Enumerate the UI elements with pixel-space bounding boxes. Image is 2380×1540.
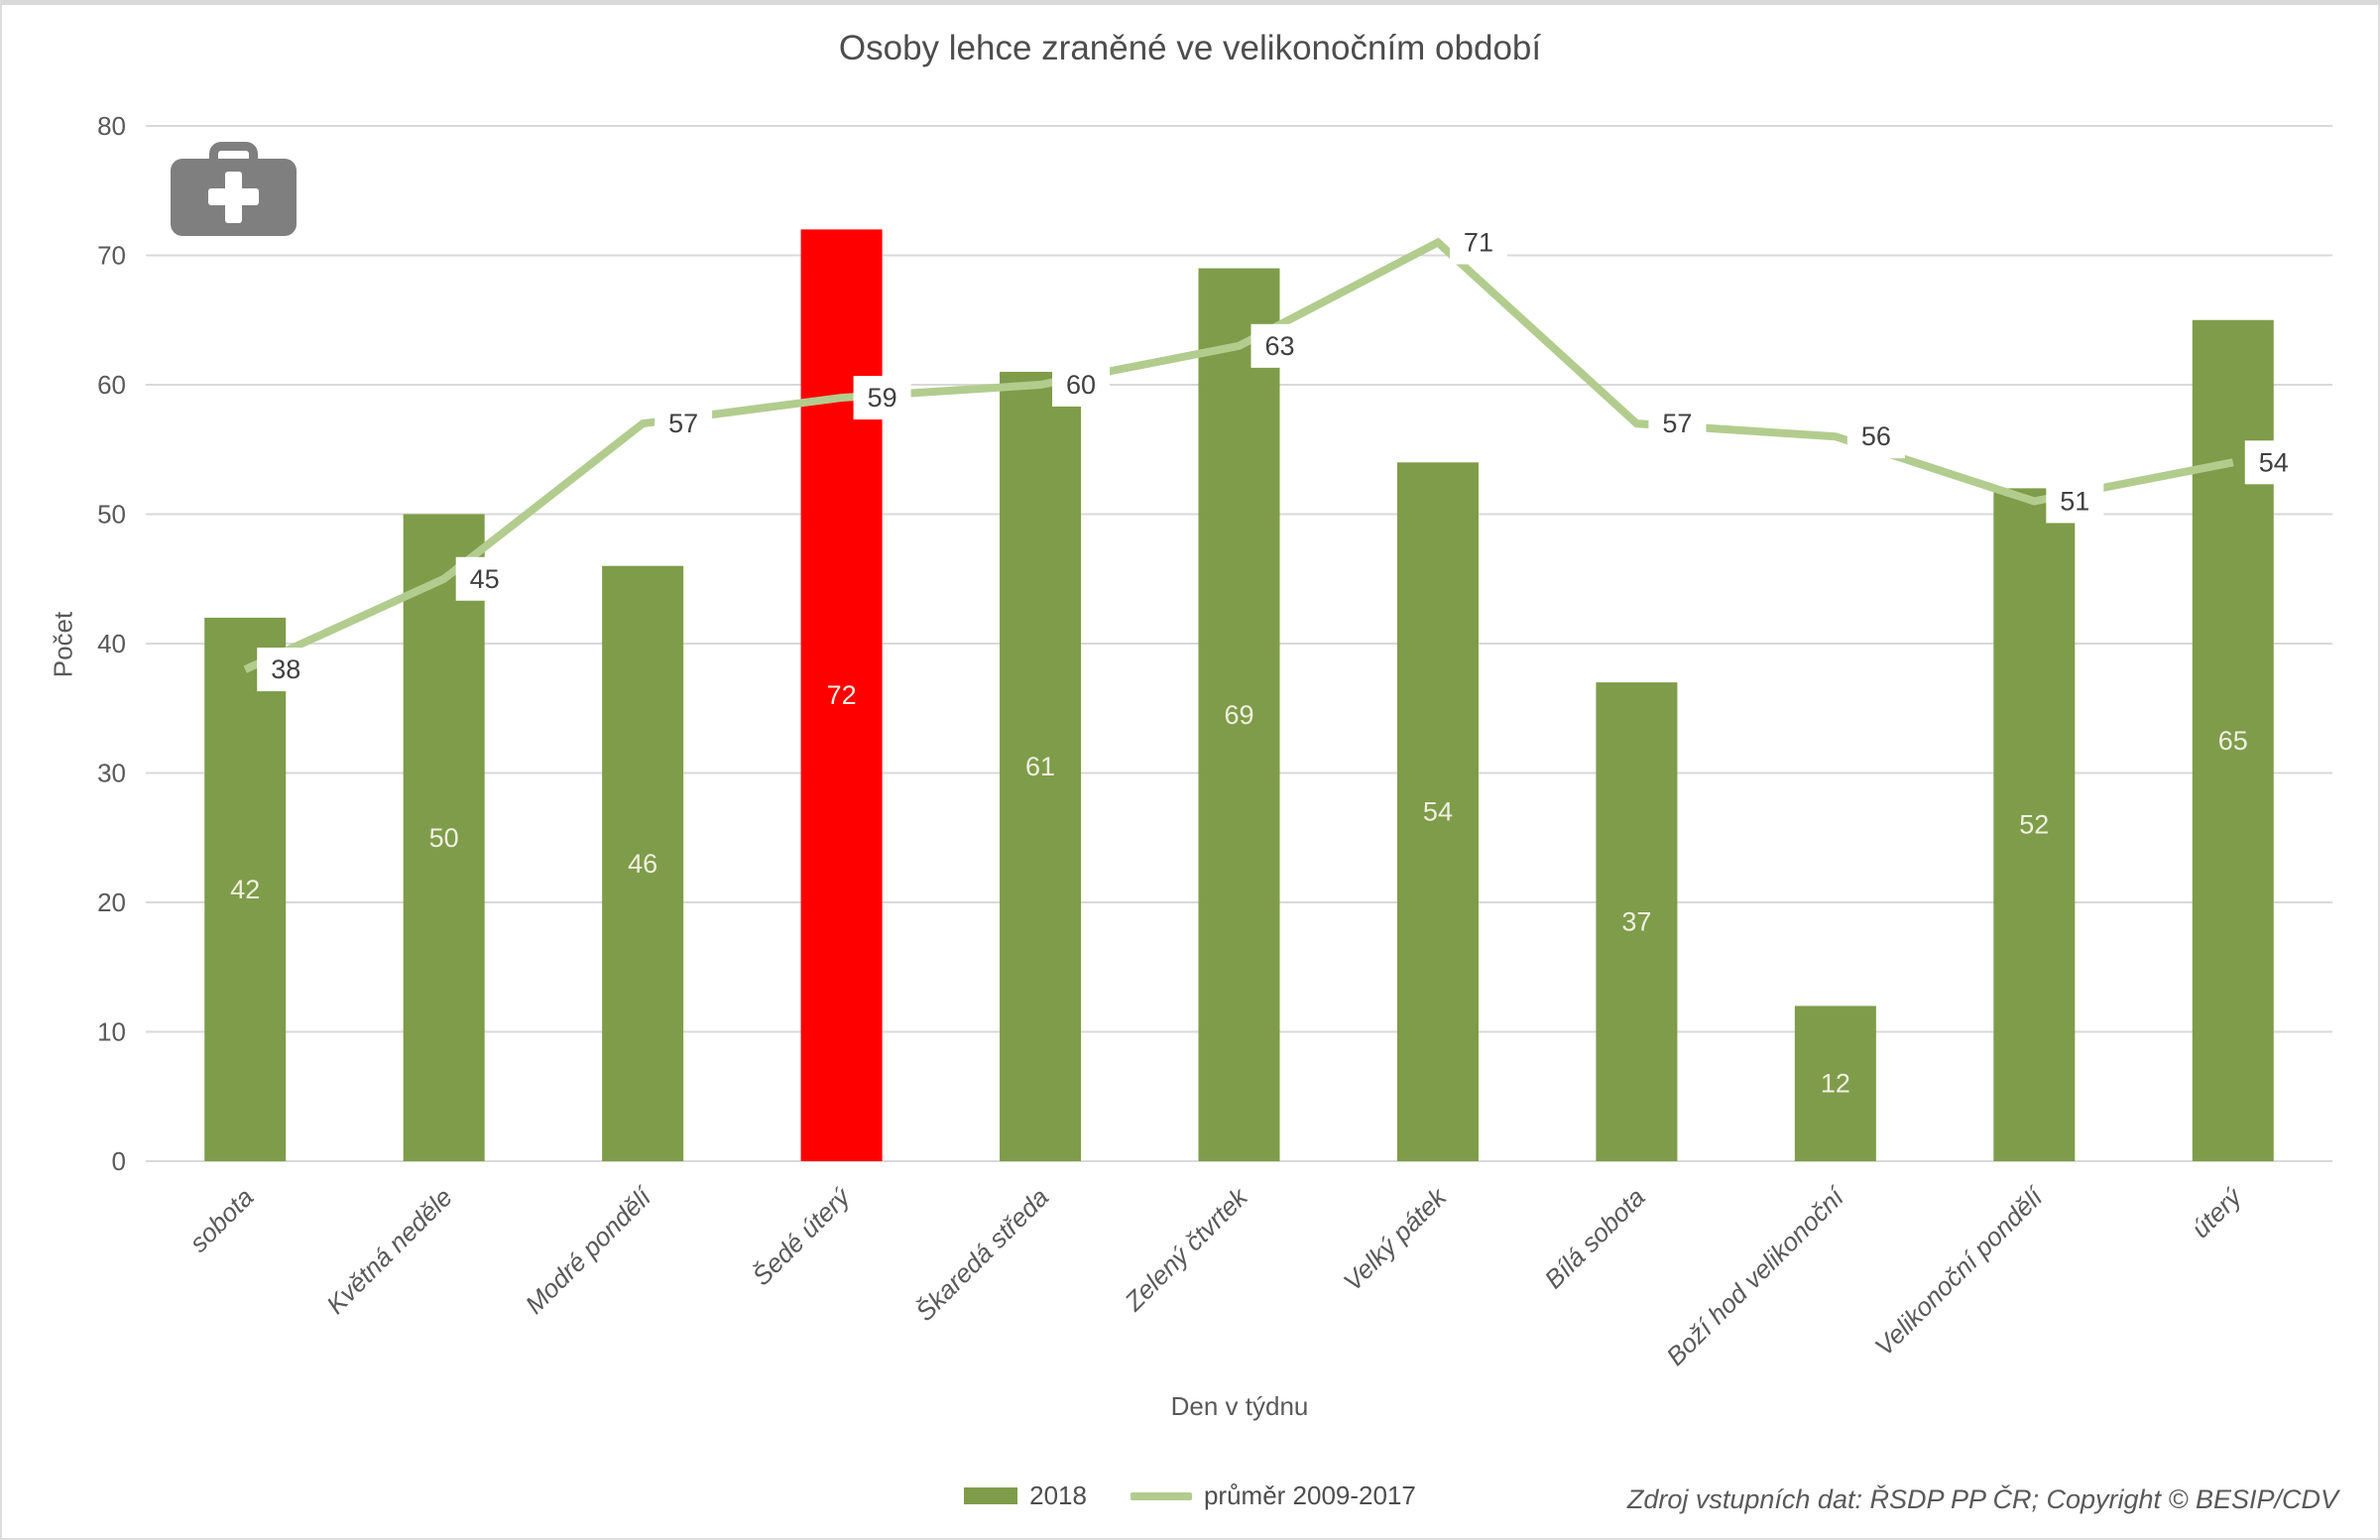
legend-label-2018: 2018 (1029, 1481, 1087, 1510)
legend-item-average: průměr 2009-2017 (1130, 1481, 1416, 1511)
y-tick-label: 0 (112, 1146, 126, 1176)
line-label-bg (1052, 363, 1111, 407)
bar (1993, 488, 2076, 1161)
y-tick-label: 70 (97, 241, 126, 271)
line-label-bg (257, 648, 315, 692)
x-category-label: Boží hod velikonoční (1660, 1180, 1851, 1371)
line-value-label: 60 (1066, 370, 1096, 400)
bar-value-label: 72 (827, 680, 857, 710)
line-value-label: 57 (1662, 409, 1692, 438)
plot-area: 0 10 20 30 40 50 60 70 80 42 50 46 72 61 69 54 37 12 52 65 s… (97, 111, 2332, 1371)
x-category-label: Modré pondělí (520, 1180, 659, 1320)
y-tick-label: 60 (97, 370, 126, 400)
line-label-bg (455, 556, 514, 601)
source-credit: Zdroj vstupních dat: ŘSDP PP ČR; Copyrig… (1626, 1484, 2338, 1514)
legend-bar-swatch (964, 1487, 1018, 1504)
line-label-bg (853, 376, 911, 420)
bar-value-label: 50 (429, 823, 459, 853)
bar-value-label: 65 (2218, 726, 2248, 756)
y-tick-label: 50 (97, 500, 126, 530)
bar (1596, 682, 1678, 1161)
line-label-bg (1846, 415, 1905, 459)
x-category-label: sobota (183, 1182, 259, 1257)
line-label-bg (654, 402, 713, 446)
bar-value-label: 46 (628, 849, 657, 879)
line-value-label: 59 (868, 383, 897, 413)
line-value-label: 63 (1264, 331, 1294, 361)
y-tick-label: 20 (97, 888, 126, 917)
bar-value-label: 42 (230, 875, 260, 904)
bar-value-label: 61 (1025, 752, 1055, 781)
y-tick-label: 80 (97, 111, 126, 141)
line-value-label: 54 (2259, 447, 2289, 477)
legend-item-2018: 2018 (964, 1481, 1087, 1511)
line-label-bg (2046, 479, 2104, 524)
line-value-label: 56 (1861, 421, 1891, 451)
bar (1000, 371, 1082, 1161)
bar (1396, 462, 1479, 1161)
line-value-label: 38 (271, 654, 300, 684)
bar-value-label: 69 (1224, 700, 1253, 730)
chart-title: Osoby lehce zraněné ve velikonočním obdo… (838, 29, 1542, 67)
x-category-label: Květná neděle (320, 1182, 458, 1320)
x-category-label: Škaredá středa (909, 1182, 1054, 1327)
bar-value-label: 37 (1621, 907, 1651, 937)
bar (1198, 268, 1280, 1161)
line-value-label: 71 (1464, 227, 1493, 257)
legend: 2018 průměr 2009-2017 (2, 1481, 2378, 1511)
first-aid-kit-icon (171, 142, 297, 236)
bar (403, 514, 485, 1161)
line-value-label: 45 (470, 564, 500, 594)
bar-value-label: 54 (1423, 797, 1453, 827)
y-axis-title: Počet (48, 611, 78, 678)
bar-value-label: 52 (2019, 810, 2049, 840)
line-label-bg (1250, 323, 1309, 368)
y-tick-label: 40 (97, 629, 126, 658)
x-category-label: Velký pátek (1338, 1181, 1454, 1297)
cross-icon (208, 188, 259, 205)
bar-value-label: 12 (1821, 1069, 1850, 1099)
line-label-bg (1648, 402, 1707, 446)
x-category-label: úterý (2186, 1181, 2248, 1244)
line-value-label: 51 (2060, 486, 2089, 516)
y-tick-label: 30 (97, 759, 126, 788)
x-axis-title: Den v týdnu (1170, 1391, 1309, 1421)
x-category-label: Zelený čtvrtek (1118, 1181, 1254, 1318)
y-tick-label: 10 (97, 1017, 126, 1047)
line-label-bg (1449, 220, 1507, 265)
line-label-bg (2244, 440, 2303, 485)
line-value-label: 57 (668, 409, 698, 438)
bar (602, 565, 684, 1161)
legend-label-average: průměr 2009-2017 (1203, 1481, 1416, 1510)
x-category-label: Bílá sobota (1538, 1182, 1650, 1294)
bar (204, 617, 287, 1161)
x-category-label: Šedé úterý (747, 1181, 858, 1292)
bar (1794, 1006, 1876, 1161)
legend-line-swatch (1130, 1491, 1192, 1500)
x-category-label: Velikonoční pondělí (1869, 1180, 2051, 1362)
